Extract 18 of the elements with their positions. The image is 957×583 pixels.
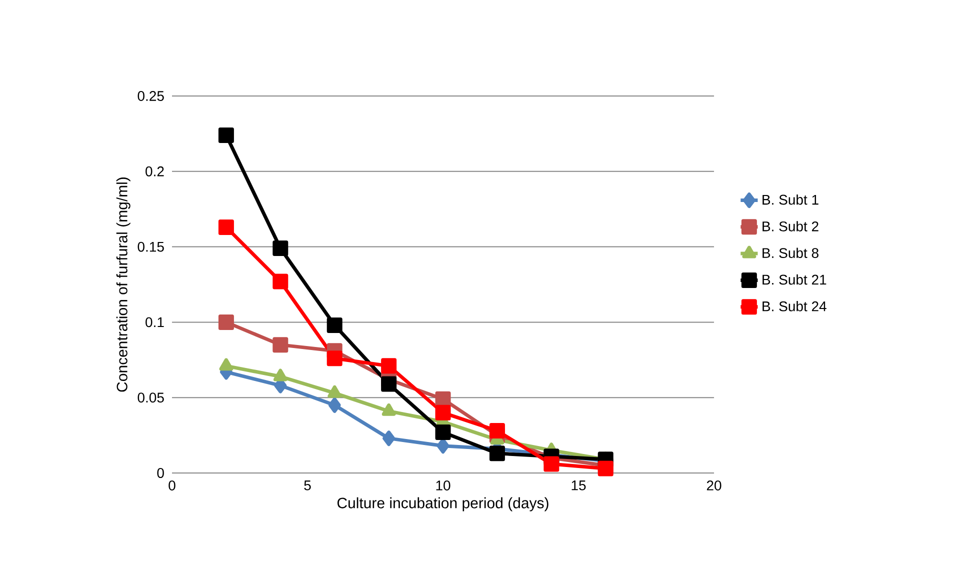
x-tick-label: 20 (706, 480, 722, 490)
y-tick-label: 0.05 (138, 392, 164, 403)
y-tick-label: 0 (157, 468, 164, 478)
x-tick-label: 5 (304, 480, 311, 490)
legend-label: B. Subt 24 (762, 301, 826, 312)
legend-label: B. Subt 1 (762, 194, 818, 205)
x-tick-label: 10 (436, 480, 450, 490)
legend-label: B. Subt 2 (762, 221, 818, 232)
x-tick-label: 15 (572, 480, 586, 490)
y-tick-label: 0.2 (146, 166, 164, 176)
x-tick-label: 0 (168, 480, 176, 490)
y-tick-label: 0.25 (138, 91, 164, 101)
y-tick-label: 0.15 (138, 242, 164, 252)
x-axis-title: Culture incubation period (days) (337, 497, 548, 512)
y-axis-title: Concentration of furfural (mg/ml) (116, 178, 130, 392)
legend-label: B. Subt 8 (762, 248, 818, 258)
legend-label: B. Subt 21 (762, 274, 826, 285)
y-tick-label: 0.1 (146, 317, 164, 328)
